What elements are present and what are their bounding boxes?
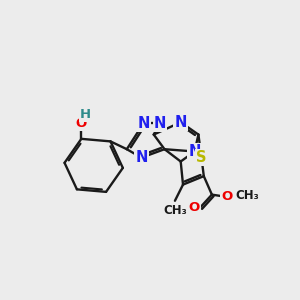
Text: O: O	[221, 190, 233, 203]
Text: N: N	[188, 144, 201, 159]
Text: O: O	[76, 117, 87, 130]
Text: N: N	[175, 115, 187, 130]
Text: N: N	[138, 116, 150, 130]
Text: N: N	[135, 150, 148, 165]
Text: S: S	[196, 150, 207, 165]
Text: CH₃: CH₃	[163, 203, 187, 217]
Text: O: O	[188, 201, 200, 214]
Text: N: N	[154, 116, 166, 130]
Text: H: H	[80, 108, 91, 121]
Text: CH₃: CH₃	[235, 189, 259, 202]
